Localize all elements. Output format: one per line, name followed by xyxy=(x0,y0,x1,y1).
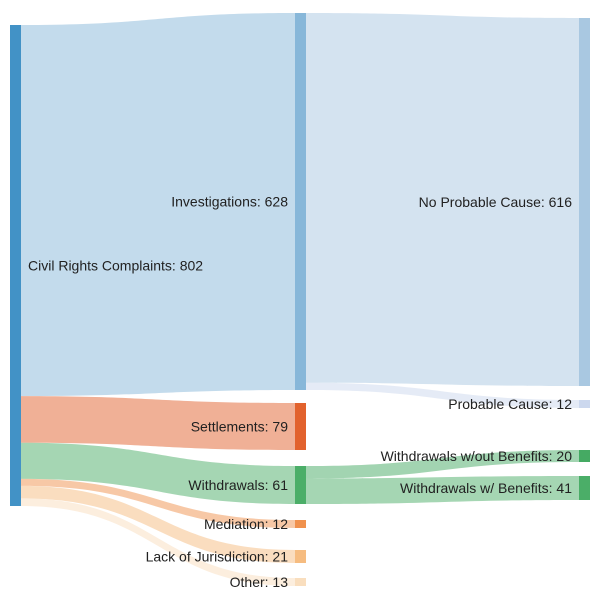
node-withdrawals-wout-benefits xyxy=(579,450,590,462)
node-withdrawals xyxy=(295,466,306,504)
label-probable-cause: Probable Cause: 12 xyxy=(448,396,572,412)
node-withdrawals-w-benefits xyxy=(579,476,590,500)
node-mediation xyxy=(295,520,306,528)
label-no-probable-cause: No Probable Cause: 616 xyxy=(419,194,573,210)
label-mediation: Mediation: 12 xyxy=(204,516,288,532)
node-investigations xyxy=(295,13,306,390)
node-probable-cause xyxy=(579,400,590,408)
node-other xyxy=(295,578,306,586)
flow-investigations-to-probable-cause xyxy=(306,382,579,408)
label-settlements: Settlements: 79 xyxy=(191,419,288,435)
label-investigations: Investigations: 628 xyxy=(171,194,288,210)
flow-complaints-to-mediation xyxy=(21,478,295,528)
flow-complaints-to-settlements xyxy=(21,396,295,450)
label-withdrawals-wout-benefits: Withdrawals w/out Benefits: 20 xyxy=(381,448,573,464)
node-settlements xyxy=(295,403,306,450)
flow-complaints-to-withdrawals xyxy=(21,442,295,504)
label-other: Other: 13 xyxy=(230,574,289,590)
label-withdrawals: Withdrawals: 61 xyxy=(188,477,288,493)
node-lack-of-jurisdiction xyxy=(295,550,306,563)
label-withdrawals-w-benefits: Withdrawals w/ Benefits: 41 xyxy=(400,480,572,496)
flow-withdrawals-to-withdrawals-wout-benefits xyxy=(306,450,579,479)
label-lack-of-jurisdiction: Lack of Jurisdiction: 21 xyxy=(146,549,289,565)
node-complaints xyxy=(10,25,21,506)
flow-complaints-to-lack-of-jurisdiction xyxy=(21,485,295,563)
node-no-probable-cause xyxy=(579,18,590,386)
flow-investigations-to-no-probable-cause xyxy=(306,13,579,386)
flow-complaints-to-other xyxy=(21,498,295,586)
flow-complaints-to-investigations xyxy=(21,13,295,397)
flow-withdrawals-to-withdrawals-w-benefits xyxy=(306,476,579,504)
label-complaints: Civil Rights Complaints: 802 xyxy=(28,258,203,274)
